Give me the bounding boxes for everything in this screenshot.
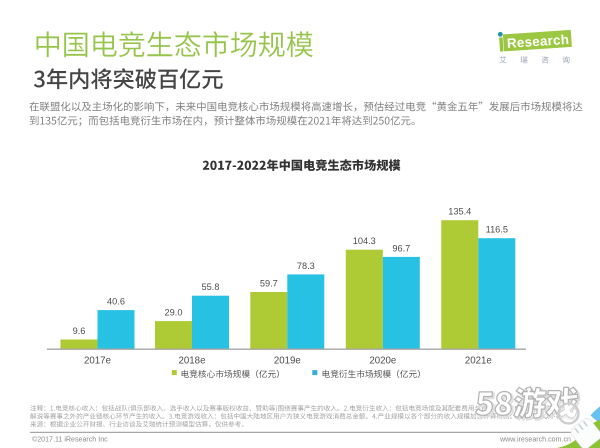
svg-text:2019e: 2019e: [274, 356, 301, 367]
svg-text:29.0: 29.0: [165, 308, 183, 318]
svg-text:9.6: 9.6: [73, 326, 86, 336]
svg-text:www.iresearch.com.cn: www.iresearch.com.cn: [499, 436, 571, 444]
svg-text:59.7: 59.7: [260, 279, 278, 289]
svg-text:96.7: 96.7: [392, 243, 410, 253]
svg-text:2018e: 2018e: [179, 356, 206, 367]
svg-text:78.3: 78.3: [297, 261, 315, 271]
svg-text:104.3: 104.3: [353, 236, 376, 246]
svg-text:2020e: 2020e: [369, 356, 396, 367]
svg-text:Research: Research: [507, 32, 570, 51]
svg-text:2021e: 2021e: [465, 356, 492, 367]
svg-text:135.4: 135.4: [448, 207, 471, 217]
svg-text:40.6: 40.6: [107, 297, 125, 307]
svg-text:2017e: 2017e: [84, 356, 111, 367]
svg-text:55.8: 55.8: [202, 282, 220, 292]
svg-text:©2017.11 iResearch Inc: ©2017.11 iResearch Inc: [32, 436, 108, 444]
svg-text:116.5: 116.5: [486, 225, 508, 235]
